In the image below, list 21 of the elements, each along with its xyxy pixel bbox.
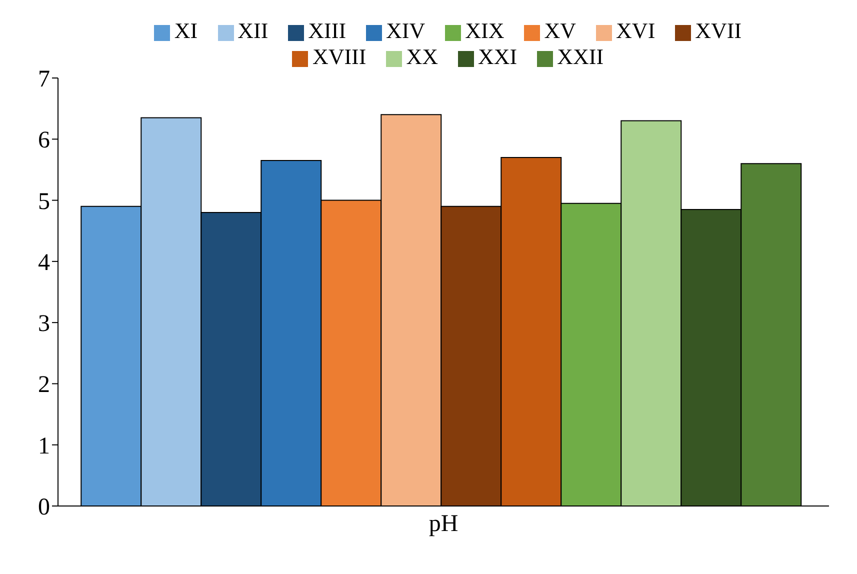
legend-label: XXII [557, 44, 604, 69]
legend-label: XI [174, 18, 198, 43]
legend-label: XVII [695, 18, 742, 43]
legend-label: XIV [386, 18, 426, 43]
y-tick-label: 6 [38, 128, 50, 154]
y-tick-label: 1 [38, 433, 50, 460]
y-tick-label: 2 [38, 372, 50, 398]
legend-label: XIII [308, 18, 346, 43]
legend-label: XV [544, 18, 576, 43]
y-tick-label: 5 [38, 188, 50, 215]
legend-label: XIX [465, 18, 504, 43]
y-tick-label: 3 [38, 311, 50, 338]
legend-label: XII [238, 18, 268, 43]
legend-label: XX [406, 44, 438, 69]
y-tick-label: 4 [38, 250, 50, 276]
y-tick-label: 7 [38, 66, 50, 93]
x-tick-label: pH [428, 511, 458, 538]
legend-label: XVI [616, 18, 656, 43]
legend-label: XVIII [312, 44, 366, 69]
y-tick-label: 0 [38, 494, 50, 521]
legend-label: XXI [478, 44, 518, 69]
